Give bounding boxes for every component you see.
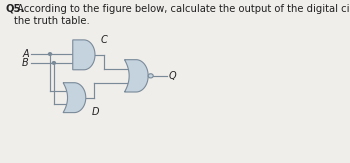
- Circle shape: [148, 74, 153, 78]
- Circle shape: [52, 62, 55, 64]
- Text: A: A: [22, 49, 29, 59]
- Text: Q: Q: [169, 71, 177, 81]
- Text: C: C: [100, 35, 107, 45]
- Polygon shape: [63, 83, 86, 113]
- Text: B: B: [22, 58, 29, 68]
- Polygon shape: [73, 40, 95, 70]
- Polygon shape: [125, 60, 148, 92]
- Text: Q5.: Q5.: [6, 4, 25, 14]
- Text: According to the figure below, calculate the output of the digital circuit and w: According to the figure below, calculate…: [14, 4, 350, 26]
- Circle shape: [48, 53, 51, 55]
- Text: D: D: [92, 107, 99, 117]
